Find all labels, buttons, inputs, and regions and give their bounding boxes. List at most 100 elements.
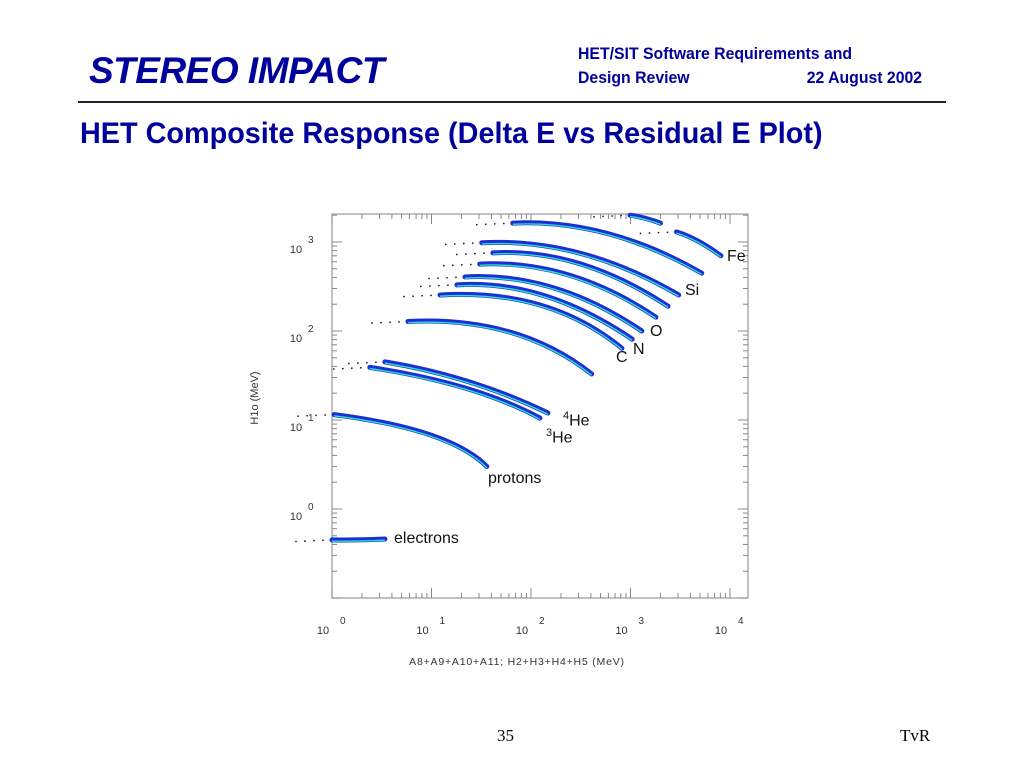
track-unlabeled-3 <box>455 249 671 309</box>
scatter-point <box>419 285 422 288</box>
x-tick-label-exponent: 2 <box>539 616 545 627</box>
x-tick-label-base: 10 <box>516 625 528 637</box>
track-Fe <box>639 229 724 259</box>
track-band <box>510 220 705 276</box>
track-band <box>454 281 635 342</box>
scatter-point <box>389 321 391 324</box>
scatter-point <box>444 243 447 246</box>
x-axis-label: A8+A9+A10+A11; H2+H3+H4+H5 (MeV) <box>409 656 625 668</box>
scatter-point <box>295 540 297 543</box>
y-axis-label: H1o (MeV) <box>249 371 261 424</box>
x-tick-label-base: 10 <box>317 625 329 637</box>
label-4he-text: He <box>569 412 590 430</box>
x-tick-label-base: 10 <box>715 625 727 637</box>
track-electrons <box>295 536 388 543</box>
scatter-point <box>469 263 472 266</box>
scatter-point <box>473 252 476 255</box>
scatter-point <box>462 242 465 245</box>
track-unlabeled-4 <box>475 220 705 276</box>
track-core <box>481 242 680 297</box>
header-event: Design Review <box>578 68 690 87</box>
track-O <box>428 274 645 334</box>
scatter-point <box>297 415 300 418</box>
y-tick-label-exponent: 0 <box>308 502 314 513</box>
slide-title: HET Composite Response (Delta E vs Resid… <box>80 117 823 150</box>
scatter-point <box>412 295 414 298</box>
x-tick-label-exponent: 0 <box>340 616 346 627</box>
x-tick-label-base: 10 <box>615 625 627 637</box>
scatter-point <box>482 252 485 255</box>
track-band <box>382 359 551 416</box>
label-3he-text: He <box>552 429 573 447</box>
scatter-point <box>611 215 613 217</box>
scatter-point <box>455 253 458 256</box>
scatter-point <box>350 367 353 370</box>
author-initials: TvR <box>900 726 931 745</box>
scatter-point <box>442 264 445 267</box>
scatter-point <box>455 276 457 279</box>
scatter-point <box>315 414 318 417</box>
scatter-point <box>460 263 463 266</box>
label-3he-mass: 3 <box>546 427 553 439</box>
header-divider <box>78 101 946 103</box>
x-tick-label-exponent: 4 <box>738 616 744 627</box>
track-core <box>479 264 657 319</box>
label-n: N <box>633 341 645 358</box>
plot-frame <box>331 213 749 599</box>
track-band <box>477 261 659 320</box>
track-core <box>456 284 633 341</box>
track-band <box>479 239 682 298</box>
scatter-point <box>341 367 344 370</box>
label-electrons: electrons <box>394 530 459 547</box>
track-core <box>492 252 669 308</box>
scatter-point <box>430 294 432 297</box>
scatter-point <box>593 215 595 218</box>
scatter-point <box>306 414 309 417</box>
scatter-point <box>428 285 431 287</box>
y-tick-label-exponent: 2 <box>308 324 314 335</box>
scatter-point <box>356 362 359 364</box>
track-N <box>419 281 635 342</box>
scatter-point <box>359 366 362 369</box>
scatter-point <box>620 214 622 217</box>
scatter-point <box>475 223 478 226</box>
scatter-point <box>304 540 306 542</box>
scatter-point <box>502 222 505 225</box>
y-tick-label-base: 10 <box>290 511 302 523</box>
scatter-point <box>657 231 660 234</box>
track-band <box>462 274 645 334</box>
track-band <box>331 412 490 470</box>
track-band <box>627 212 663 226</box>
header-line1: HET/SIT Software Requirements and <box>578 44 853 63</box>
track-band <box>674 229 724 259</box>
track-band <box>329 536 388 543</box>
scatter-point <box>322 539 324 542</box>
label-o: O <box>650 323 663 340</box>
y-tick-label-exponent: 3 <box>308 235 314 246</box>
track-C <box>403 291 625 351</box>
track-4He <box>347 359 551 416</box>
scatter-point <box>313 539 315 542</box>
track-core <box>369 367 541 420</box>
scatter-point <box>403 295 405 298</box>
scatter-point <box>446 276 448 279</box>
track-core <box>512 223 703 275</box>
track-core <box>407 321 593 376</box>
scatter-point <box>332 368 335 370</box>
track-core <box>384 362 549 415</box>
y-tick-label-exponent: 1 <box>308 413 314 424</box>
header-date: 22 August 2002 <box>806 68 923 87</box>
header-info: HET/SIT Software Requirements and Design… <box>578 42 922 90</box>
scatter-point <box>453 243 456 245</box>
label-si: Si <box>685 282 700 299</box>
track-band <box>437 291 625 351</box>
track-unlabeled-5 <box>593 212 663 226</box>
x-tick-label-exponent: 1 <box>440 616 446 627</box>
scatter-point <box>365 361 368 364</box>
scatter-point <box>446 284 449 287</box>
track-band <box>490 249 671 309</box>
track-3He <box>332 364 543 421</box>
x-tick-label-exponent: 3 <box>639 616 645 627</box>
scatter-point <box>437 277 439 280</box>
